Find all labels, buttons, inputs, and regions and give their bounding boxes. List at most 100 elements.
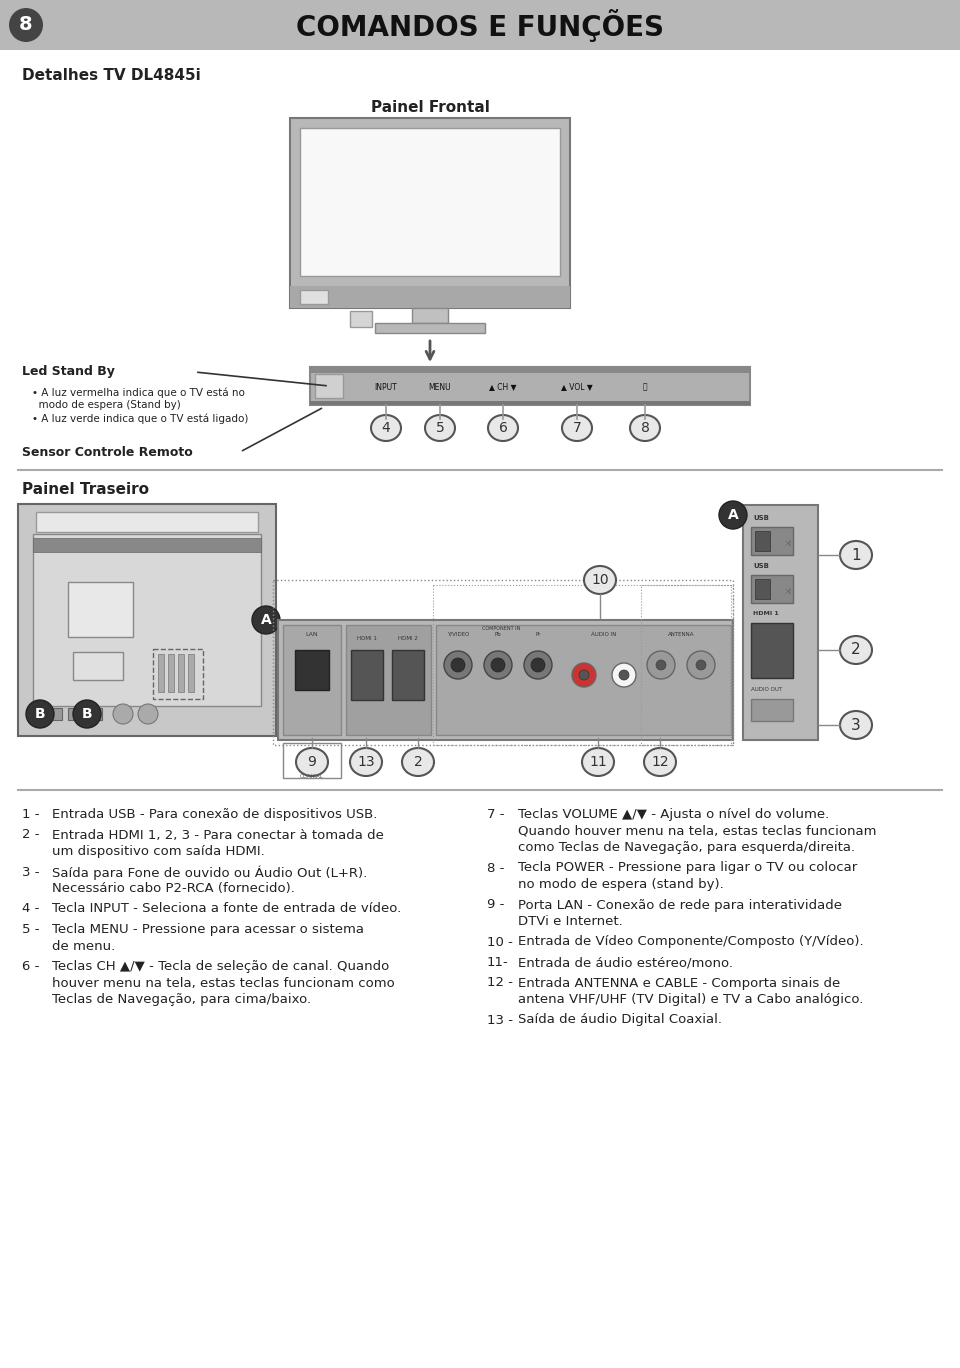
Ellipse shape [840, 636, 872, 663]
Text: 11-: 11- [487, 956, 509, 969]
FancyBboxPatch shape [412, 308, 448, 323]
Text: Necessário cabo P2-RCA (fornecido).: Necessário cabo P2-RCA (fornecido). [52, 882, 295, 895]
Circle shape [696, 659, 706, 670]
FancyBboxPatch shape [351, 650, 383, 700]
FancyBboxPatch shape [278, 620, 733, 740]
Text: modo de espera (Stand by): modo de espera (Stand by) [32, 399, 180, 410]
Text: 8 -: 8 - [487, 862, 504, 874]
Ellipse shape [840, 540, 872, 569]
FancyBboxPatch shape [751, 699, 793, 721]
Text: 7: 7 [572, 421, 582, 435]
Text: de menu.: de menu. [52, 940, 115, 952]
FancyBboxPatch shape [350, 311, 372, 327]
Text: HDMI 2: HDMI 2 [398, 636, 418, 640]
FancyBboxPatch shape [0, 0, 960, 51]
Text: HDMI 1: HDMI 1 [357, 636, 377, 640]
Text: Pr: Pr [536, 632, 540, 636]
Text: 13: 13 [357, 755, 374, 769]
Text: Sensor Controle Remoto: Sensor Controle Remoto [22, 446, 193, 458]
Circle shape [491, 658, 505, 672]
Circle shape [719, 501, 747, 529]
Text: DTVi e Internet.: DTVi e Internet. [518, 915, 623, 928]
FancyBboxPatch shape [751, 622, 793, 679]
Text: 2 -: 2 - [22, 829, 39, 841]
Text: COMPONENT IN: COMPONENT IN [482, 625, 520, 631]
Text: Y/VIDEO: Y/VIDEO [446, 632, 469, 636]
Text: Porta LAN - Conexão de rede para interatividade: Porta LAN - Conexão de rede para interat… [518, 899, 842, 911]
FancyBboxPatch shape [290, 286, 570, 308]
Circle shape [26, 700, 54, 728]
Ellipse shape [630, 415, 660, 440]
FancyBboxPatch shape [310, 367, 750, 373]
Text: COAXIAL: COAXIAL [300, 774, 324, 780]
Text: 6 -: 6 - [22, 960, 39, 973]
FancyBboxPatch shape [18, 503, 276, 736]
Text: ANTENNA: ANTENNA [668, 632, 694, 636]
FancyBboxPatch shape [375, 323, 485, 332]
Circle shape [451, 658, 465, 672]
Text: Painel Frontal: Painel Frontal [371, 100, 490, 115]
FancyBboxPatch shape [634, 419, 656, 431]
Text: MENU: MENU [429, 383, 451, 391]
Ellipse shape [584, 566, 616, 594]
FancyBboxPatch shape [158, 654, 164, 692]
Text: Pb: Pb [494, 632, 501, 636]
Ellipse shape [425, 415, 455, 440]
Ellipse shape [296, 748, 328, 776]
FancyBboxPatch shape [755, 531, 770, 551]
Ellipse shape [371, 415, 401, 440]
Text: 11: 11 [589, 755, 607, 769]
Circle shape [138, 705, 158, 724]
Text: 9 -: 9 - [487, 899, 504, 911]
Text: 9: 9 [307, 755, 317, 769]
Text: 1: 1 [852, 547, 861, 562]
Text: Quando houver menu na tela, estas teclas funcionam: Quando houver menu na tela, estas teclas… [518, 825, 876, 837]
Text: Entrada HDMI 1, 2, 3 - Para conectar à tomada de: Entrada HDMI 1, 2, 3 - Para conectar à t… [52, 829, 384, 841]
Text: Teclas VOLUME ▲/▼ - Ajusta o nível do volume.: Teclas VOLUME ▲/▼ - Ajusta o nível do vo… [518, 808, 829, 821]
Text: Entrada de áudio estéreo/mono.: Entrada de áudio estéreo/mono. [518, 956, 733, 969]
FancyBboxPatch shape [68, 709, 82, 720]
Circle shape [531, 658, 545, 672]
Text: HDMI 1: HDMI 1 [753, 611, 779, 616]
Text: 6: 6 [498, 421, 508, 435]
Text: houver menu na tela, estas teclas funcionam como: houver menu na tela, estas teclas funcio… [52, 977, 395, 989]
FancyBboxPatch shape [36, 512, 258, 532]
Circle shape [656, 659, 666, 670]
Text: Tecla INPUT - Seleciona a fonte de entrada de vídeo.: Tecla INPUT - Seleciona a fonte de entra… [52, 903, 401, 915]
Text: LAN: LAN [305, 632, 319, 636]
Text: 12 -: 12 - [487, 977, 513, 989]
Circle shape [252, 606, 280, 633]
Text: AUDIO OUT: AUDIO OUT [751, 687, 782, 692]
Text: 10: 10 [591, 573, 609, 587]
Text: Tecla POWER - Pressione para ligar o TV ou colocar: Tecla POWER - Pressione para ligar o TV … [518, 862, 857, 874]
Text: A: A [728, 508, 738, 523]
Text: 3: 3 [852, 717, 861, 732]
Circle shape [687, 651, 715, 679]
Circle shape [9, 8, 43, 42]
Circle shape [444, 651, 472, 679]
Ellipse shape [840, 711, 872, 739]
FancyBboxPatch shape [283, 625, 341, 735]
Text: A: A [260, 613, 272, 627]
Text: B: B [82, 707, 92, 721]
Text: 8: 8 [640, 421, 649, 435]
Text: COMANDOS E FUNÇÕES: COMANDOS E FUNÇÕES [296, 8, 664, 41]
FancyBboxPatch shape [755, 579, 770, 599]
FancyBboxPatch shape [310, 367, 750, 405]
FancyBboxPatch shape [566, 419, 588, 431]
FancyBboxPatch shape [33, 538, 261, 553]
FancyBboxPatch shape [310, 401, 750, 405]
Circle shape [73, 700, 101, 728]
FancyBboxPatch shape [436, 625, 731, 735]
Text: Detalhes TV DL4845i: Detalhes TV DL4845i [22, 68, 201, 83]
FancyBboxPatch shape [73, 653, 123, 680]
FancyBboxPatch shape [375, 419, 397, 431]
Text: 1 -: 1 - [22, 808, 39, 821]
Ellipse shape [644, 748, 676, 776]
Text: Led Stand By: Led Stand By [22, 365, 115, 379]
Circle shape [572, 663, 596, 687]
Ellipse shape [350, 748, 382, 776]
Circle shape [113, 705, 133, 724]
Ellipse shape [488, 415, 518, 440]
Circle shape [484, 651, 512, 679]
